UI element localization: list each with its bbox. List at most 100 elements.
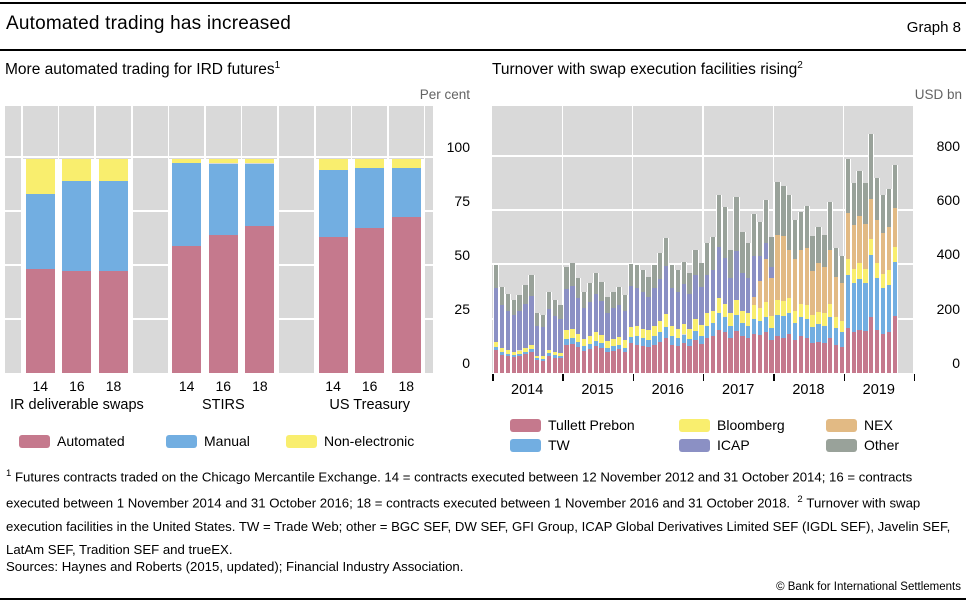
bar-segment-bloomberg bbox=[681, 323, 686, 335]
bar-segment-tw bbox=[833, 328, 839, 345]
bar-segment-tw bbox=[822, 325, 827, 344]
bar-segment-tw bbox=[810, 326, 815, 344]
bar-segment-tullett-prebon bbox=[816, 341, 821, 373]
bar-segment-other bbox=[634, 265, 640, 289]
bar-segment-tw bbox=[781, 316, 786, 338]
bar-segment-other bbox=[570, 263, 575, 287]
bar-segment-icap bbox=[523, 303, 528, 348]
gridline-x bbox=[314, 106, 316, 373]
stacked-bar bbox=[355, 159, 385, 373]
x-group-label: STIRS bbox=[201, 397, 245, 413]
bar-segment-manual bbox=[208, 163, 238, 235]
bar-segment-icap bbox=[535, 325, 540, 356]
bar-segment-tullett-prebon bbox=[628, 343, 634, 373]
stacked-bar-month bbox=[558, 304, 563, 373]
left-panel-title-text: More automated trading for IRD futures bbox=[5, 61, 275, 79]
bar-segment-tullett-prebon bbox=[822, 343, 827, 373]
bar-segment-tw bbox=[863, 283, 868, 331]
bar-segment-bloomberg bbox=[564, 329, 569, 340]
right-chart-legend: Tullett Prebon Bloomberg NEX TW ICAP Oth… bbox=[492, 415, 966, 457]
bar-segment-tullett-prebon bbox=[494, 349, 499, 373]
bar-segment-tw bbox=[587, 343, 593, 349]
bar-segment-other bbox=[704, 243, 710, 276]
bar-segment-tw bbox=[576, 342, 581, 348]
stacked-bar-month bbox=[687, 273, 692, 373]
bar-segment-non-electronic bbox=[245, 159, 275, 164]
bar-segment-tw bbox=[886, 284, 892, 333]
stacked-bar-month bbox=[734, 197, 739, 373]
bar-segment-icap bbox=[769, 267, 774, 279]
stacked-bar-month bbox=[839, 256, 845, 373]
bar-segment-other bbox=[839, 256, 845, 284]
bar-segment-bloomberg bbox=[722, 303, 727, 318]
bar-segment-tullett-prebon bbox=[892, 316, 897, 373]
bar-segment-icap bbox=[675, 291, 681, 329]
bar-segment-tw bbox=[798, 317, 804, 337]
bar-segment-other bbox=[494, 264, 499, 288]
stacked-bar-month bbox=[640, 269, 645, 373]
gridline-x bbox=[167, 106, 170, 373]
bar-segment-bloomberg bbox=[669, 326, 675, 337]
bar-segment-tullett-prebon bbox=[611, 350, 616, 373]
bar-segment-other bbox=[611, 291, 616, 309]
y-tick-label: 400 bbox=[936, 246, 960, 263]
stacked-bar-month bbox=[851, 183, 856, 373]
bar-segment-other bbox=[892, 165, 897, 208]
bar-segment-tullett-prebon bbox=[570, 343, 575, 373]
bar-segment-icap bbox=[669, 288, 675, 327]
bar-segment-tullett-prebon bbox=[874, 329, 880, 373]
bar-segment-bloomberg bbox=[622, 340, 628, 348]
bar-segment-tw bbox=[652, 336, 657, 345]
bar-segment-tullett-prebon bbox=[710, 336, 716, 373]
stacked-bar-month bbox=[628, 263, 634, 373]
bar-segment-bloomberg bbox=[734, 299, 739, 315]
bar-segment-non-electronic bbox=[62, 159, 92, 181]
stacked-bar-month bbox=[757, 222, 763, 373]
bar-segment-tullett-prebon bbox=[564, 344, 569, 373]
left-axis-unit-label: Per cent bbox=[419, 87, 470, 102]
bar-segment-icap bbox=[564, 288, 569, 330]
bar-segment-tw bbox=[611, 346, 616, 351]
bar-segment-automated bbox=[318, 236, 348, 373]
bar-segment-other bbox=[792, 219, 798, 260]
footnote-1-marker: 1 bbox=[6, 468, 12, 479]
bar-segment-bloomberg bbox=[787, 298, 792, 314]
bar-segment-icap bbox=[728, 278, 733, 314]
bar-segment-other bbox=[787, 195, 792, 250]
bar-segment-tullett-prebon bbox=[851, 332, 856, 373]
bar-segment-bloomberg bbox=[546, 349, 552, 354]
stacked-bar-month bbox=[499, 286, 505, 373]
bar-segment-tullett-prebon bbox=[728, 337, 733, 373]
bar-segment-bloomberg bbox=[710, 310, 716, 323]
bar-segment-other bbox=[769, 237, 774, 268]
stacked-bar bbox=[391, 159, 421, 373]
stacked-bar-month bbox=[652, 265, 657, 373]
bar-segment-icap bbox=[599, 300, 604, 335]
bar-segment-bloomberg bbox=[611, 338, 616, 347]
bar-segment-tw bbox=[570, 338, 575, 344]
bar-segment-non-electronic bbox=[391, 159, 421, 168]
bar-segment-bloomberg bbox=[869, 238, 874, 255]
bar-segment-manual bbox=[245, 163, 275, 227]
stacked-bar-month bbox=[546, 291, 552, 373]
y-tick-label: 800 bbox=[936, 137, 960, 154]
bar-segment-other bbox=[828, 202, 833, 250]
bar-segment-other bbox=[798, 211, 804, 250]
bar-segment-icap bbox=[722, 257, 727, 304]
bar-segment-tullett-prebon bbox=[704, 337, 710, 373]
bar-segment-tullett-prebon bbox=[652, 344, 657, 373]
bar-segment-other bbox=[699, 263, 704, 287]
legend-swatch-non-electronic bbox=[286, 435, 317, 448]
bar-segment-tullett-prebon bbox=[775, 336, 780, 373]
legend-swatch-other bbox=[826, 439, 857, 452]
bar-segment-bloomberg bbox=[699, 325, 704, 336]
legend-swatch-icap bbox=[679, 439, 710, 452]
stacked-bar-month bbox=[704, 243, 710, 373]
bar-segment-tullett-prebon bbox=[740, 336, 745, 373]
bar-segment-nex bbox=[769, 278, 774, 317]
stacked-bar-month bbox=[716, 195, 722, 373]
bar-segment-tullett-prebon bbox=[863, 330, 868, 373]
legend-label-non-electronic: Non-electronic bbox=[324, 433, 415, 449]
bar-segment-tullett-prebon bbox=[845, 328, 851, 373]
bar-segment-bloomberg bbox=[863, 268, 868, 284]
